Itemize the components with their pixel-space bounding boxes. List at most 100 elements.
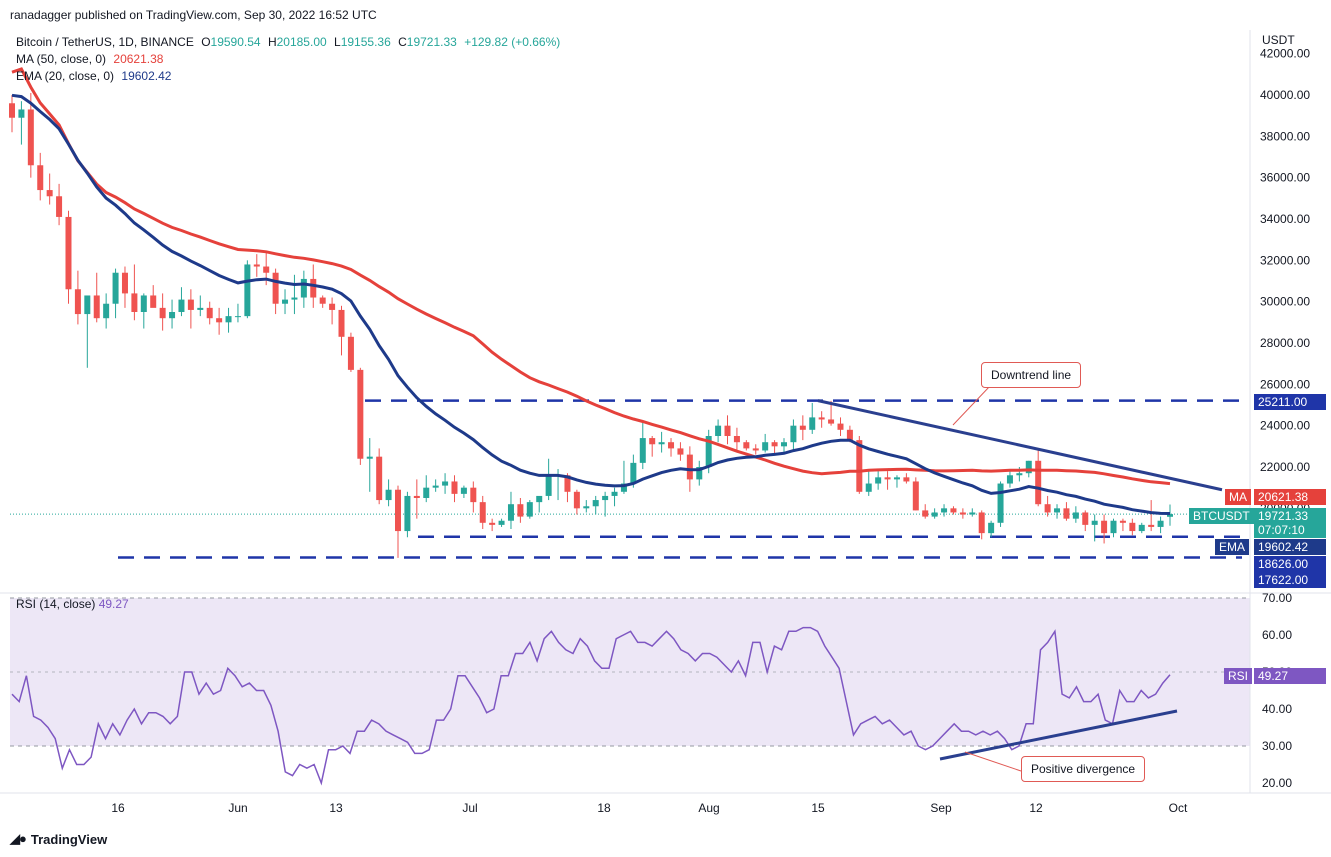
candle-body [206, 307, 213, 319]
time-tick-label: 12 [1029, 801, 1043, 815]
price-tick-label: 22000.00 [1260, 460, 1310, 474]
time-tick-label: Aug [698, 801, 719, 815]
candle-body [743, 442, 750, 449]
candle-body [56, 196, 63, 217]
rsi-tick-label: 30.00 [1262, 739, 1292, 753]
candle-body [395, 489, 401, 532]
candle-body [1044, 504, 1051, 513]
candle-body [1167, 514, 1173, 517]
candle-body [507, 504, 514, 521]
candle-body [517, 504, 524, 517]
time-tick-label: Sep [930, 801, 952, 815]
time-tick-label: 13 [329, 801, 343, 815]
price-tick-label: 28000.00 [1260, 336, 1310, 350]
candle-body [724, 425, 731, 436]
candle-body [658, 442, 665, 445]
ma-legend: MA (50, close, 0) 20621.38 [16, 52, 167, 66]
candle-body [573, 491, 580, 509]
candle-body [282, 299, 289, 304]
candle-body [781, 442, 787, 447]
candle-body [884, 477, 891, 480]
candle-body [1054, 508, 1061, 513]
tradingview-logo[interactable]: ◢● TradingView [10, 831, 107, 847]
candle-body [178, 299, 185, 312]
candle-body [1129, 522, 1136, 532]
divergence-callout[interactable]: Positive divergence [1021, 756, 1146, 782]
downtrend-callout-pointer [952, 385, 991, 426]
level-low-tag: 17622.00 [1254, 572, 1326, 588]
candle-body [1006, 475, 1013, 484]
candle-body [668, 442, 675, 449]
rsi-legend-label: RSI (14, close) [16, 597, 96, 611]
candle-body [705, 436, 712, 467]
candle-body [752, 448, 759, 451]
price-tick-label: 24000.00 [1260, 419, 1310, 433]
candle-body [432, 485, 439, 488]
candle-body [1110, 520, 1117, 534]
candle-body [18, 109, 25, 118]
candle-body [997, 483, 1004, 523]
price-tick-label: 42000.00 [1260, 47, 1310, 61]
candle-body [103, 303, 110, 319]
candle-body [1119, 520, 1126, 523]
candle-body [27, 109, 34, 166]
rsi-tag-label: RSI [1224, 668, 1253, 684]
time-tick-label: Oct [1169, 801, 1188, 815]
candle-body [809, 417, 816, 430]
candle-body [828, 419, 835, 424]
rsi-tag-value: 49.27 [1254, 668, 1326, 684]
symbol-tag-label: BTCUSDT [1189, 508, 1254, 524]
candle-body [385, 489, 392, 501]
symbol-tag-value: 19721.33 [1254, 508, 1326, 524]
rsi-tick-label: 20.00 [1262, 776, 1292, 790]
candle-body [865, 483, 872, 492]
candle-body [1063, 508, 1070, 519]
divergence-trend-line [939, 709, 1178, 761]
rsi-line [11, 626, 1171, 786]
candle-body [489, 522, 496, 525]
candle-body [131, 293, 138, 312]
candle-body [602, 495, 609, 501]
candle-body [978, 512, 985, 534]
level-mid-tag: 18626.00 [1254, 556, 1326, 572]
time-tick-label: Jul [462, 801, 477, 815]
ema-tag-value: 19602.42 [1254, 539, 1326, 555]
candle-body [159, 307, 166, 319]
downtrend-callout[interactable]: Downtrend line [981, 362, 1082, 388]
candle-body [912, 481, 919, 511]
legend-high: H20185.00 [267, 35, 327, 49]
candle-body [84, 295, 91, 315]
ema-legend-label: EMA (20, close, 0) [16, 69, 115, 83]
candle-body [799, 425, 806, 430]
candle-body [197, 307, 204, 310]
time-tick-label: 15 [811, 801, 825, 815]
candle-body [498, 520, 505, 525]
time-tick-label: Jun [228, 801, 247, 815]
candle-body [460, 487, 467, 494]
ma-legend-label: MA (50, close, 0) [16, 52, 107, 66]
legend-low: L19155.36 [334, 35, 391, 49]
candle-body [263, 266, 270, 273]
candle-body [112, 272, 119, 304]
candle-body [37, 165, 44, 191]
candle-body [1025, 460, 1032, 474]
candle-body [1157, 520, 1164, 527]
candle-body [329, 303, 336, 310]
price-tick-label: 34000.00 [1260, 212, 1310, 226]
symbol-title: Bitcoin / TetherUS, 1D, BINANCE [16, 35, 194, 49]
candle-body [818, 417, 825, 420]
downtrend-line [817, 399, 1223, 492]
candle-body [300, 278, 307, 298]
candle-body [451, 481, 458, 494]
candle-body [244, 264, 251, 317]
candle-body [423, 487, 430, 498]
ma-legend-value: 20621.38 [113, 52, 164, 66]
candle-body [470, 487, 477, 503]
candle-body [413, 495, 420, 498]
candle-body [583, 506, 590, 509]
candle-body [253, 264, 260, 267]
ma-tag-value: 20621.38 [1254, 489, 1326, 505]
candle-body [46, 190, 53, 197]
price-tick-label: 36000.00 [1260, 171, 1310, 185]
